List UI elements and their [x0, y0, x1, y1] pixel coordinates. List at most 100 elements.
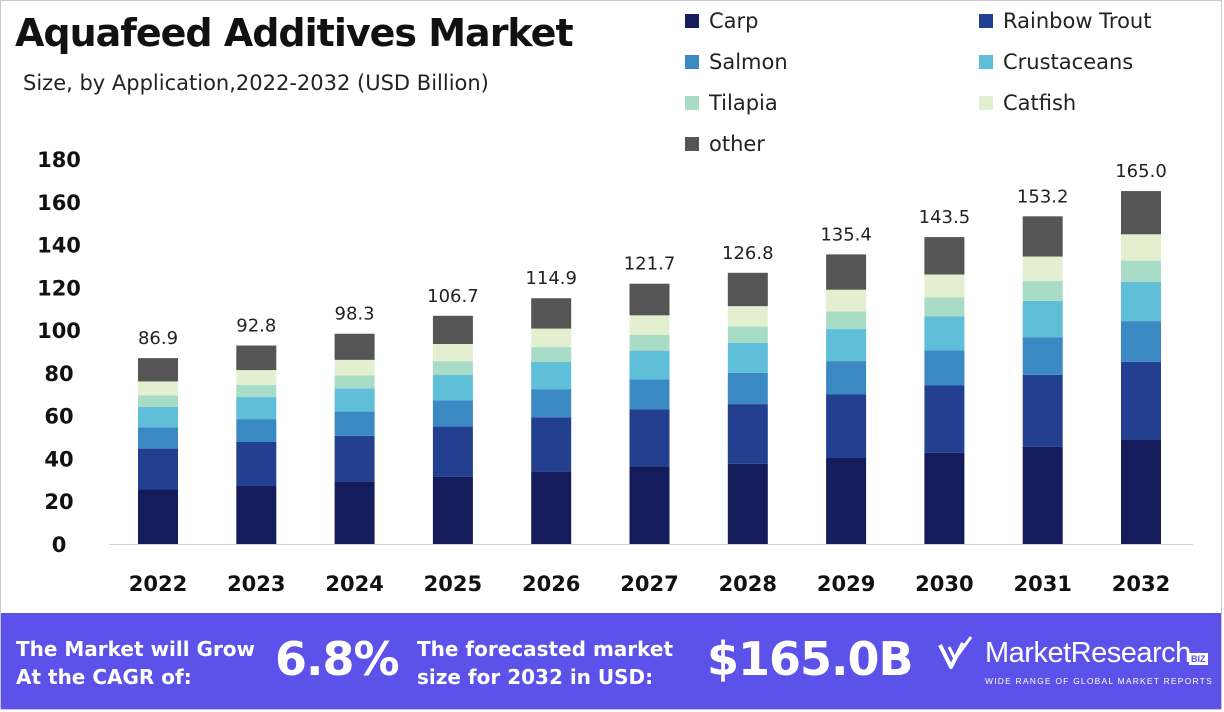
legend-label: Carp	[709, 9, 759, 33]
bar-segment-other	[138, 358, 178, 382]
bar-segment-catfish	[629, 315, 670, 335]
bar-segment-tilapia	[1022, 280, 1063, 301]
cagr-label-line2: At the CAGR of:	[16, 665, 192, 689]
legend-item-carp: Carp	[685, 9, 759, 33]
x-tick-label: 2027	[620, 572, 678, 596]
bar-segment-carp	[924, 452, 965, 544]
y-tick-label: 100	[37, 319, 81, 343]
y-tick-label: 60	[44, 405, 73, 429]
bar-segment-tilapia	[236, 384, 277, 398]
bar-segment-salmon	[236, 419, 277, 442]
x-tick-label: 2025	[424, 572, 482, 596]
bar-segment-tilapia	[629, 334, 670, 351]
bar-segment-rainbow-trout	[432, 426, 473, 477]
bar-segment-crustaceans	[1022, 300, 1063, 338]
bar-segment-catfish	[531, 328, 572, 348]
x-tick-label: 2030	[915, 572, 973, 596]
bar-segment-other	[1022, 216, 1063, 257]
brand-logo-icon	[938, 636, 973, 669]
bar-segment-carp	[629, 466, 670, 544]
bar-segment-carp	[138, 489, 178, 544]
bar-segment-rainbow-trout	[629, 409, 670, 467]
bar-segment-rainbow-trout	[1121, 361, 1161, 440]
bar-segment-salmon	[924, 350, 965, 386]
legend-label: Tilapia	[709, 91, 778, 115]
x-tick-label: 2032	[1112, 572, 1170, 596]
bar-segment-crustaceans	[1121, 281, 1161, 322]
bar-segment-salmon	[531, 389, 572, 418]
bar-segment-catfish	[432, 344, 473, 362]
bar-segment-tilapia	[1121, 260, 1161, 282]
legend-item-crustaceans: Crustaceans	[979, 50, 1133, 74]
bar-segment-catfish	[236, 370, 277, 385]
legend-label: other	[709, 132, 765, 156]
bar-segment-salmon	[432, 400, 473, 427]
bar-segment-salmon	[1022, 337, 1063, 375]
bar-segment-tilapia	[924, 297, 965, 317]
bar-segment-crustaceans	[138, 406, 178, 428]
y-tick-label: 120	[37, 276, 81, 300]
bar-segment-tilapia	[826, 311, 867, 330]
legend-swatch	[979, 96, 993, 110]
bar-segment-catfish	[924, 274, 965, 298]
bar-segment-catfish	[334, 359, 375, 376]
legend-label: Salmon	[709, 50, 788, 74]
bar-total-label: 143.5	[919, 207, 971, 228]
y-tick-label: 40	[44, 447, 73, 471]
bar-segment-salmon	[826, 361, 867, 395]
bar-segment-crustaceans	[924, 316, 965, 351]
chart-title: Aquafeed Additives Market	[15, 11, 574, 55]
bar-segment-rainbow-trout	[1022, 374, 1063, 447]
legend-swatch	[685, 55, 699, 69]
x-tick-label: 2029	[817, 572, 875, 596]
bar-segment-rainbow-trout	[826, 394, 867, 459]
bar-segment-catfish	[826, 289, 867, 312]
x-tick-label: 2026	[522, 572, 580, 596]
bar-segment-salmon	[1121, 321, 1161, 362]
legend-swatch	[685, 96, 699, 110]
bar-segment-carp	[531, 471, 572, 544]
bar-segment-other	[432, 315, 473, 345]
bar-segment-crustaceans	[531, 361, 572, 390]
bar-total-label: 153.2	[1017, 186, 1069, 207]
bar-segment-catfish	[1121, 234, 1161, 261]
bar-segment-other	[826, 254, 867, 290]
bar-segment-other	[531, 298, 572, 329]
bar-segment-salmon	[138, 427, 178, 449]
bar-segment-crustaceans	[826, 329, 867, 362]
bar-segment-crustaceans	[629, 350, 670, 380]
bar-segment-carp	[1121, 439, 1161, 544]
x-tick-label: 2023	[227, 572, 285, 596]
y-tick-label: 180	[37, 148, 81, 172]
bar-total-label: 92.8	[236, 316, 276, 337]
summary-banner	[1, 613, 1221, 709]
cagr-value: 6.8%	[275, 632, 400, 686]
bar-total-label: 86.9	[138, 328, 178, 349]
legend-item-rainbow-trout: Rainbow Trout	[979, 9, 1151, 33]
bar-total-label: 114.9	[525, 268, 577, 289]
bar-segment-salmon	[727, 372, 768, 405]
bar-segment-tilapia	[531, 347, 572, 362]
legend-item-other: other	[685, 132, 765, 156]
bar-segment-carp	[1022, 446, 1063, 544]
legend-label: Crustaceans	[1003, 50, 1134, 74]
bar-segment-crustaceans	[727, 342, 768, 373]
x-tick-label: 2022	[129, 572, 187, 596]
bar-segment-crustaceans	[236, 397, 277, 420]
bar-total-label: 121.7	[624, 254, 676, 275]
y-tick-label: 140	[37, 234, 81, 258]
bar-segment-catfish	[1022, 256, 1063, 281]
bar-segment-other	[727, 272, 768, 307]
bar-segment-rainbow-trout	[334, 435, 375, 482]
y-tick-label: 0	[52, 533, 67, 557]
bar-segment-tilapia	[727, 326, 768, 343]
x-tick-label: 2028	[719, 572, 777, 596]
bar-segment-rainbow-trout	[727, 404, 768, 464]
chart-subtitle: Size, by Application,2022-2032 (USD Bill…	[23, 71, 489, 95]
bar-total-label: 165.0	[1115, 161, 1167, 182]
bar-total-label: 106.7	[427, 286, 479, 307]
bar-segment-rainbow-trout	[531, 417, 572, 472]
forecast-label-line1: The forecasted market	[417, 637, 674, 661]
bar-segment-carp	[334, 481, 375, 544]
